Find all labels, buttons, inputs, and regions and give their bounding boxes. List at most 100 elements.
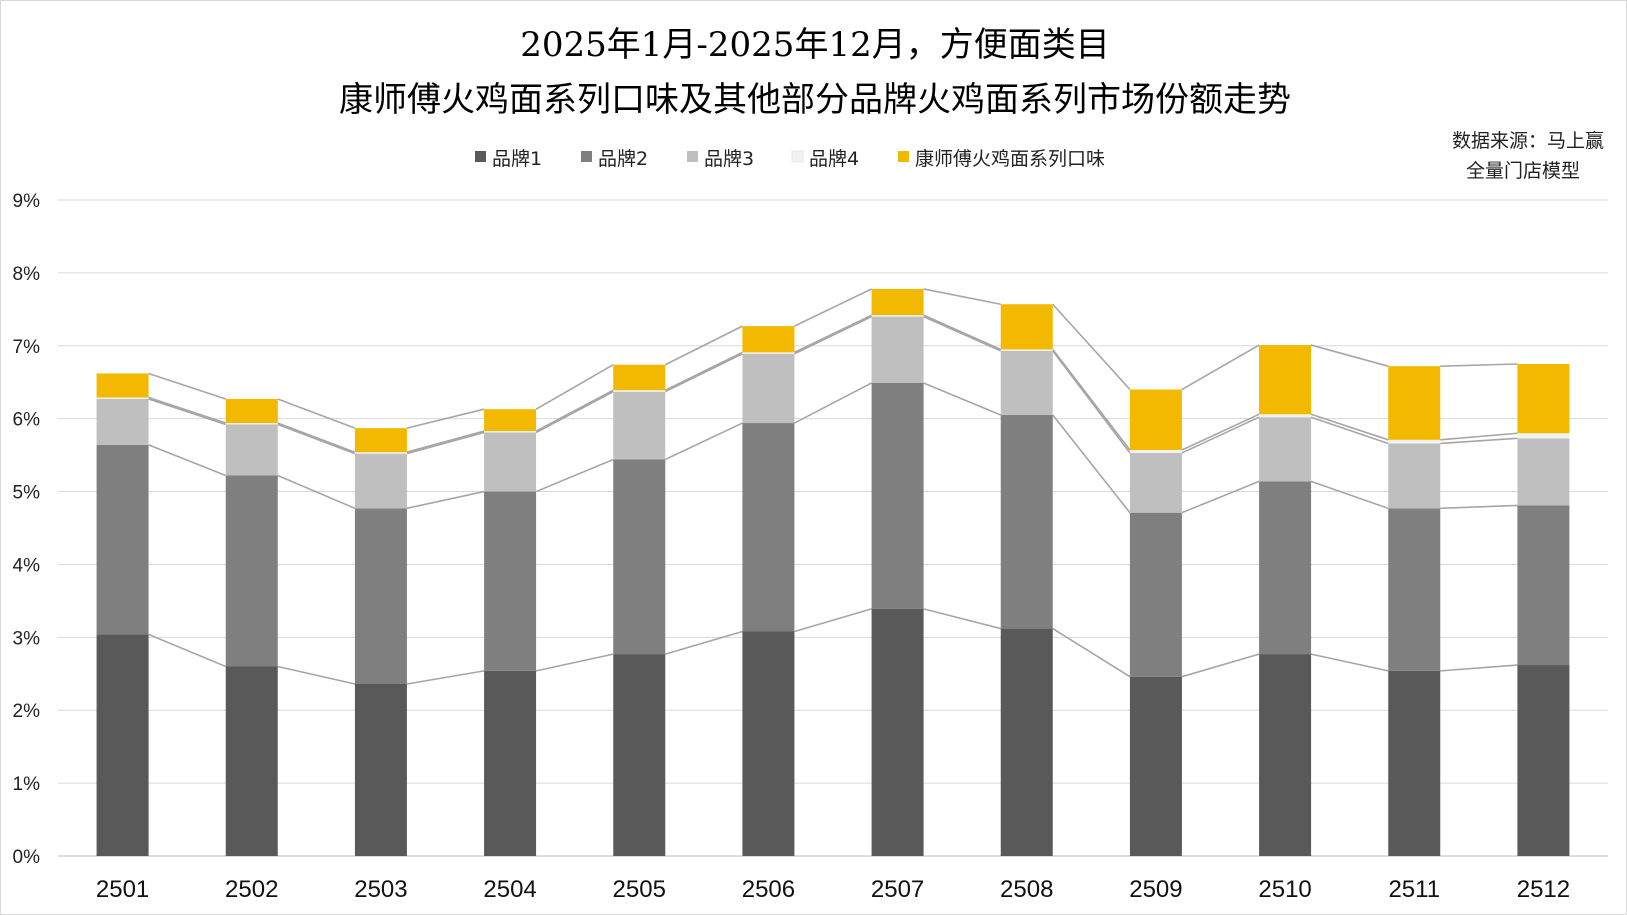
connector-line [406, 430, 485, 453]
connector-line [1052, 350, 1131, 454]
bar-segment [1129, 512, 1182, 677]
connector-line [1440, 363, 1518, 367]
bar-segment [1129, 389, 1182, 451]
bar-segment [742, 352, 795, 354]
connector-line [277, 422, 356, 453]
connector-line [923, 314, 1002, 351]
connector-line [1440, 432, 1518, 441]
y-tick-label: 1% [13, 774, 41, 795]
connector-line [1310, 344, 1389, 367]
connector-line [277, 474, 356, 510]
y-tick-label: 4% [13, 555, 41, 576]
bar-segment [871, 288, 924, 316]
chart-title-line-1: 2025年1月-2025年12月，方便面类目 [520, 25, 1109, 65]
connector-line [148, 372, 227, 400]
x-tick-label: 2509 [1129, 876, 1182, 903]
y-tick-label: 0% [13, 847, 41, 868]
bar-segment [1000, 304, 1053, 350]
connector-line [148, 444, 227, 477]
connector-line [794, 382, 872, 424]
legend-swatch [791, 150, 804, 163]
bar-segment [354, 453, 407, 509]
legend-swatch [581, 151, 592, 162]
bar-segment [354, 428, 407, 453]
connector-line [1440, 437, 1518, 445]
connector-line [406, 490, 485, 510]
bar-segment [484, 491, 537, 671]
y-tick-label: 5% [13, 483, 41, 504]
bar-segment [225, 424, 278, 476]
bar-segment [225, 475, 278, 667]
bar-segment [871, 608, 924, 856]
connector-line [794, 608, 872, 633]
x-tick-label: 2507 [871, 876, 924, 903]
connector-line [1310, 416, 1389, 445]
connector-line [923, 288, 1001, 306]
x-tick-label: 2504 [483, 876, 536, 903]
bar-segment [1129, 676, 1182, 856]
connector-line [535, 364, 614, 410]
bar-segment [1388, 443, 1441, 509]
x-tick-label: 2512 [1517, 876, 1570, 903]
bar-segment [484, 670, 537, 856]
connector-line [148, 398, 227, 426]
bar-segment [742, 326, 795, 353]
bar-segment [613, 654, 666, 856]
bar-segment [484, 409, 537, 432]
bar-segment [354, 508, 407, 684]
bar-segment [96, 634, 149, 856]
bar-segment [1259, 417, 1312, 482]
legend: 品牌1 品牌2 品牌3 品牌4 康师傅火鸡面系列口味 [475, 148, 1105, 170]
y-tick-label: 2% [13, 701, 41, 722]
legend-label: 康师傅火鸡面系列口味 [915, 148, 1105, 170]
connector-line [535, 458, 614, 493]
legend-label: 品牌3 [704, 148, 754, 170]
connector-line [1310, 480, 1389, 510]
x-tick-label: 2511 [1388, 876, 1440, 903]
y-tick-label: 7% [13, 337, 41, 358]
connector-line [794, 288, 872, 327]
bar-segment [871, 382, 924, 609]
bar-segment [613, 459, 666, 655]
bar-segment [871, 315, 924, 317]
bar-segment [1388, 366, 1441, 440]
y-tick-label: 8% [13, 264, 41, 285]
bar-segment [484, 431, 537, 433]
connector-line [148, 633, 227, 668]
legend-swatch [898, 151, 909, 162]
x-tick-label: 2506 [742, 876, 795, 903]
y-axis: 0% 1% 2% 3% 4% 5% 6% 7% 8% 9% [13, 191, 41, 868]
x-tick-label: 2503 [354, 876, 407, 903]
bar-segment [225, 398, 278, 424]
x-tick-label: 2508 [1000, 876, 1053, 903]
bar-segment [96, 398, 149, 445]
connector-line [277, 665, 356, 685]
bar-segment [1259, 481, 1312, 655]
bar-segment [1388, 439, 1441, 444]
connector-line [535, 389, 614, 432]
connector-line [1181, 416, 1260, 454]
bar-segment [613, 390, 666, 392]
connector-line [1052, 627, 1131, 678]
bar-segment [742, 353, 795, 424]
bar-segment [613, 364, 666, 391]
y-tick-label: 9% [13, 191, 41, 212]
bar-segment [1517, 433, 1570, 439]
connector-line [535, 653, 614, 672]
bar-segment [1000, 350, 1053, 416]
bar-segment [1388, 508, 1441, 671]
series-connector-lines [148, 288, 1518, 685]
legend-swatch [687, 151, 698, 162]
bar-segment [1129, 452, 1182, 513]
connector-line [1052, 414, 1131, 514]
bar-segment [871, 316, 924, 383]
connector-line [1052, 348, 1131, 451]
bar-segment [1517, 364, 1570, 434]
y-tick-label: 3% [13, 628, 41, 649]
source-line-1: 数据来源：马上赢 [1452, 130, 1604, 152]
connector-line [535, 390, 614, 434]
source-line-2: 全量门店模型 [1466, 160, 1580, 182]
bar-segment [1259, 654, 1312, 856]
